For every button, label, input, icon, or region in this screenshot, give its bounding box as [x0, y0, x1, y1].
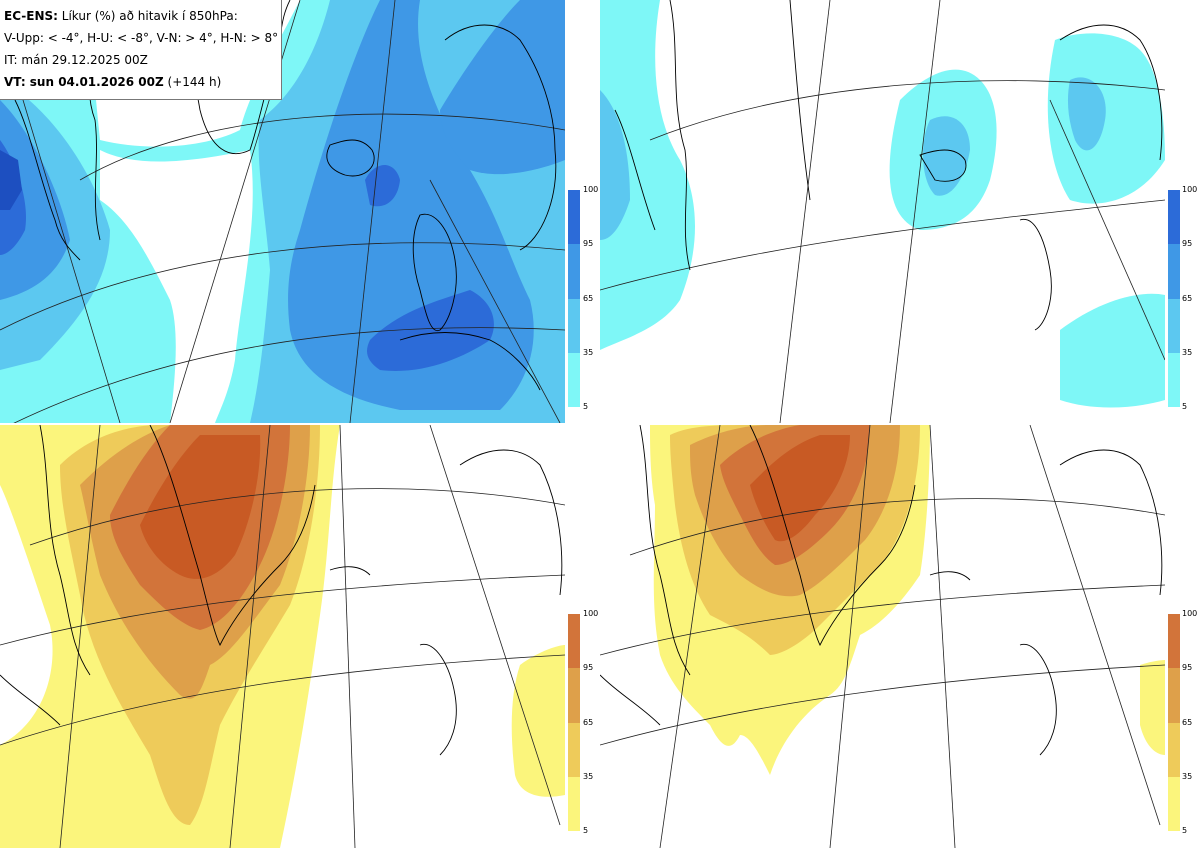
info-valid-time: VT: sun 04.01.2026 00Z: [4, 75, 164, 89]
prob-95b: [367, 290, 494, 371]
info-lead-time: (+144 h): [163, 75, 222, 89]
info-description: Líkur (%) að hitavik í 850hPa:: [57, 9, 238, 23]
cb-tick-label: 95: [1182, 239, 1193, 248]
info-source: EC-ENS:: [4, 9, 58, 23]
prob-65c: [440, 0, 565, 175]
colorbar-cold-top-right-labels: 100 95 65 35 5: [1180, 186, 1200, 411]
info-valid-time-line: VT: sun 04.01.2026 00Z (+144 h): [4, 71, 277, 93]
cb-tick-label: 95: [583, 239, 594, 248]
cb-tick-label: 5: [1182, 826, 1188, 835]
info-thresholds: V-Upp: < -4°, H-U: < -8°, V-N: > 4°, H-N…: [4, 31, 279, 45]
forecast-info-box: EC-ENS: Líkur (%) að hitavik í 850hPa: V…: [0, 0, 282, 100]
cb-tick-label: 35: [1182, 348, 1193, 357]
cb-tick-label: 95: [1182, 663, 1193, 672]
cb-tick-label: 95: [583, 663, 594, 672]
prob-35: [600, 90, 630, 240]
prob-5b: [1140, 660, 1165, 755]
colorbar-cold-top-right: [1168, 190, 1180, 407]
cb-tick-label: 100: [583, 185, 599, 194]
prob-5d: [1060, 293, 1165, 408]
prob-5b: [511, 645, 565, 797]
prob-95d: [0, 150, 22, 210]
cb-tick-label: 5: [1182, 402, 1188, 411]
cb-tick-label: 35: [583, 348, 594, 357]
cb-tick-label: 100: [1182, 185, 1198, 194]
map-panel-warm-plus4: [0, 425, 565, 848]
info-title-line: EC-ENS: Líkur (%) að hitavik í 850hPa:: [4, 5, 277, 27]
cb-tick-label: 65: [1182, 718, 1193, 727]
info-initial-time: IT: mán 29.12.2025 00Z: [4, 53, 148, 67]
prob-95c: [365, 165, 400, 207]
cb-tick-label: 35: [1182, 772, 1193, 781]
colorbar-warm-bottom-left-labels: 100 95 65 35 5: [580, 610, 598, 835]
prob-35c: [1067, 77, 1106, 151]
colorbar-warm-bottom-right: [1168, 614, 1180, 831]
map-panel-cold-minus8: [600, 0, 1165, 423]
cb-tick-label: 100: [1182, 609, 1198, 618]
prob-65: [0, 100, 70, 300]
cb-tick-label: 5: [583, 402, 589, 411]
colorbar-cold-top-left: [568, 190, 580, 407]
prob-100: [750, 435, 850, 542]
prob-100: [140, 435, 261, 579]
colorbar-cold-top-left-labels: 100 95 65 35 5: [580, 186, 598, 411]
cb-tick-label: 65: [583, 718, 594, 727]
prob-35b: [923, 116, 970, 196]
cb-tick-label: 35: [583, 772, 594, 781]
prob-5: [600, 0, 695, 350]
map-panel-warm-plus8: [600, 425, 1165, 848]
cb-tick-label: 65: [1182, 294, 1193, 303]
cb-tick-label: 5: [583, 826, 589, 835]
cb-tick-label: 65: [583, 294, 594, 303]
colorbar-warm-bottom-right-labels: 100 95 65 35 5: [1180, 610, 1200, 835]
cb-tick-label: 100: [583, 609, 599, 618]
colorbar-warm-bottom-left: [568, 614, 580, 831]
map-panel-cold-minus4: [0, 0, 565, 423]
